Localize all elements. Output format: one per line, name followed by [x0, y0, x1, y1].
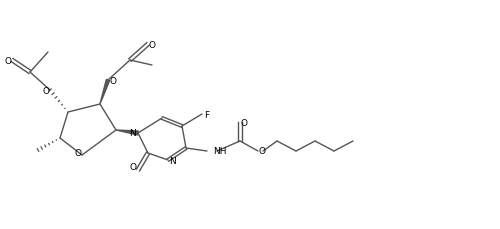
Text: O: O	[130, 164, 136, 172]
Text: O: O	[110, 76, 116, 85]
Text: O: O	[74, 150, 82, 158]
Text: NH: NH	[213, 147, 226, 156]
Polygon shape	[116, 130, 138, 135]
Text: N: N	[168, 156, 175, 166]
Text: O: O	[4, 57, 12, 65]
Text: F: F	[204, 112, 210, 120]
Text: O: O	[240, 118, 248, 128]
Text: O: O	[148, 41, 156, 49]
Polygon shape	[100, 79, 110, 104]
Text: O: O	[258, 147, 266, 156]
Text: N: N	[130, 130, 136, 139]
Text: O: O	[42, 87, 50, 95]
